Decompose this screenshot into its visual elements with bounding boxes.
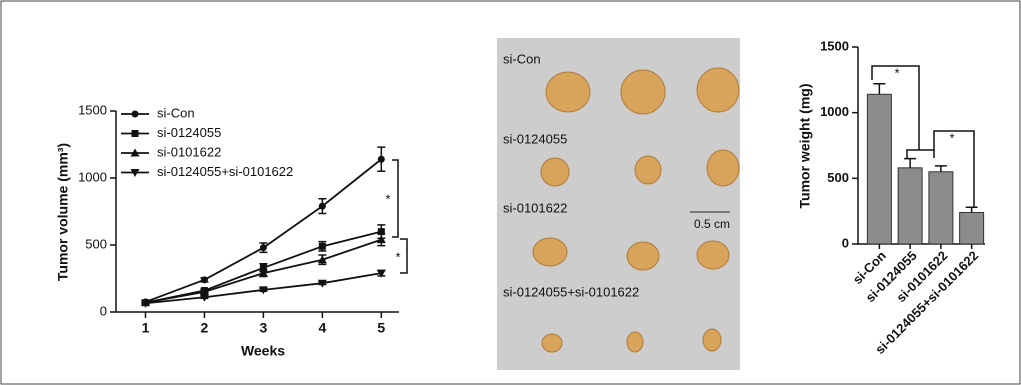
photo-label: si-Con bbox=[503, 51, 541, 66]
y-axis-label: Tumor weight (mg) bbox=[797, 84, 813, 209]
scale-bar-label: 0.5 cm bbox=[694, 217, 730, 231]
x-tick-label: 4 bbox=[318, 320, 326, 336]
marker bbox=[378, 156, 385, 163]
annotation: * bbox=[949, 130, 954, 145]
marker bbox=[377, 235, 386, 243]
error-bar bbox=[966, 207, 978, 212]
error-bar bbox=[904, 159, 916, 168]
annotation: * bbox=[395, 249, 400, 264]
legend-marker bbox=[132, 130, 139, 137]
x-tick-label: 5 bbox=[377, 320, 385, 336]
legend-label: si-Con bbox=[157, 105, 195, 120]
legend-label: si-0124055 bbox=[157, 125, 221, 140]
photo-label: si-0101622 bbox=[503, 200, 567, 215]
bar bbox=[898, 168, 922, 244]
marker bbox=[319, 243, 326, 250]
bar bbox=[867, 94, 891, 244]
photo: 0.5 cm si-Con si-0124055 si-0101622 si-0… bbox=[497, 38, 740, 370]
legend-marker bbox=[132, 111, 139, 118]
photo-label: si-0124055+si-0101622 bbox=[503, 284, 639, 299]
y-tick-label: 0 bbox=[842, 235, 849, 250]
y-tick-label: 0 bbox=[100, 303, 107, 318]
y-tick-label: 500 bbox=[827, 170, 849, 185]
y-tick-label: 500 bbox=[85, 236, 107, 251]
marker bbox=[201, 276, 208, 283]
photo-label: si-0124055 bbox=[503, 131, 567, 146]
error-bar bbox=[873, 84, 885, 95]
annotation: * bbox=[385, 191, 390, 206]
bar bbox=[960, 212, 984, 244]
legend-label: si-0101622 bbox=[157, 144, 221, 159]
y-tick-label: 1500 bbox=[820, 38, 849, 53]
marker bbox=[260, 244, 267, 251]
y-tick-label: 1000 bbox=[78, 169, 107, 184]
x-axis-label: Weeks bbox=[241, 343, 285, 359]
annotation: * bbox=[894, 65, 899, 80]
figure: Weeks Tumor volume (mm³) * * 0.5 cm si-C… bbox=[0, 0, 1021, 385]
x-tick-label: 3 bbox=[259, 320, 267, 336]
error-bar bbox=[935, 166, 947, 172]
y-axis-label: Tumor volume (mm³) bbox=[55, 143, 71, 281]
x-tick-label: 2 bbox=[201, 320, 209, 336]
y-tick-label: 1500 bbox=[78, 102, 107, 117]
marker bbox=[319, 203, 326, 210]
bar bbox=[929, 172, 953, 244]
y-tick-label: 1000 bbox=[820, 104, 849, 119]
x-tick-label: 1 bbox=[142, 320, 150, 336]
legend-label: si-0124055+si-0101622 bbox=[157, 164, 293, 179]
series-line bbox=[145, 159, 381, 302]
axes bbox=[116, 111, 399, 312]
